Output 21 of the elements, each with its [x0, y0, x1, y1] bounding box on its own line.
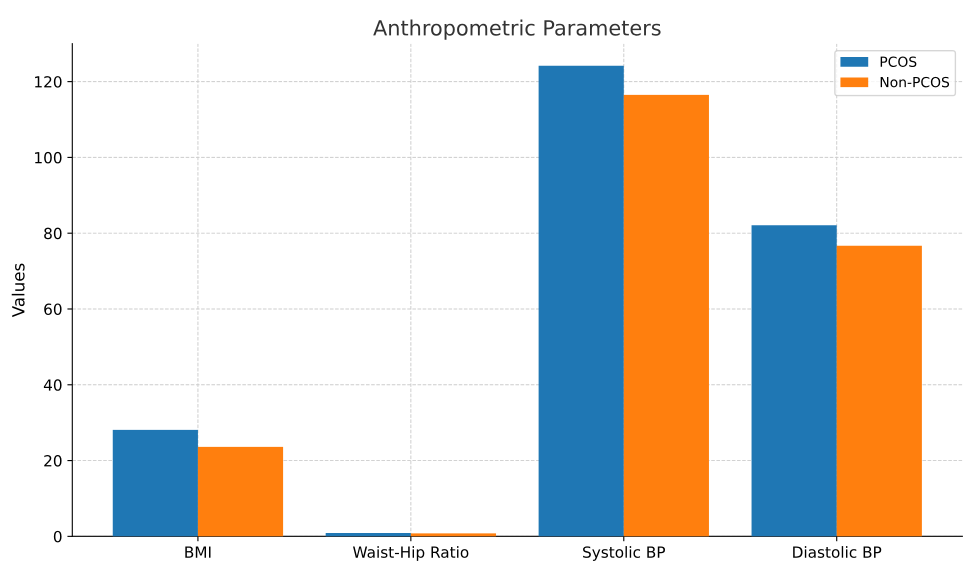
y-tick-label: 120	[35, 76, 62, 88]
bar	[836, 246, 922, 536]
legend-label: PCOS	[880, 56, 916, 67]
y-axis-title: Values	[12, 264, 25, 318]
chart-title: Anthropometric Parameters	[373, 20, 661, 40]
x-tick-label: Waist-Hip Ratio	[353, 546, 468, 561]
y-tick-label: 60	[44, 303, 62, 316]
y-tick-label: 100	[35, 152, 62, 164]
y-tick-label: 0	[54, 530, 62, 542]
x-tick-label: BMI	[185, 546, 211, 558]
y-tick-label: 40	[44, 379, 62, 391]
y-tick-label: 80	[44, 228, 62, 240]
y-tick-label: 20	[44, 455, 62, 467]
bar	[198, 446, 284, 536]
bar	[624, 94, 709, 536]
legend-label: Non-PCOS	[880, 76, 950, 88]
x-tick-label: Diastolic BP	[793, 546, 882, 558]
bar	[538, 66, 624, 536]
bar	[752, 225, 837, 536]
bar	[112, 430, 198, 536]
x-tick-label: Systolic BP	[583, 546, 666, 561]
